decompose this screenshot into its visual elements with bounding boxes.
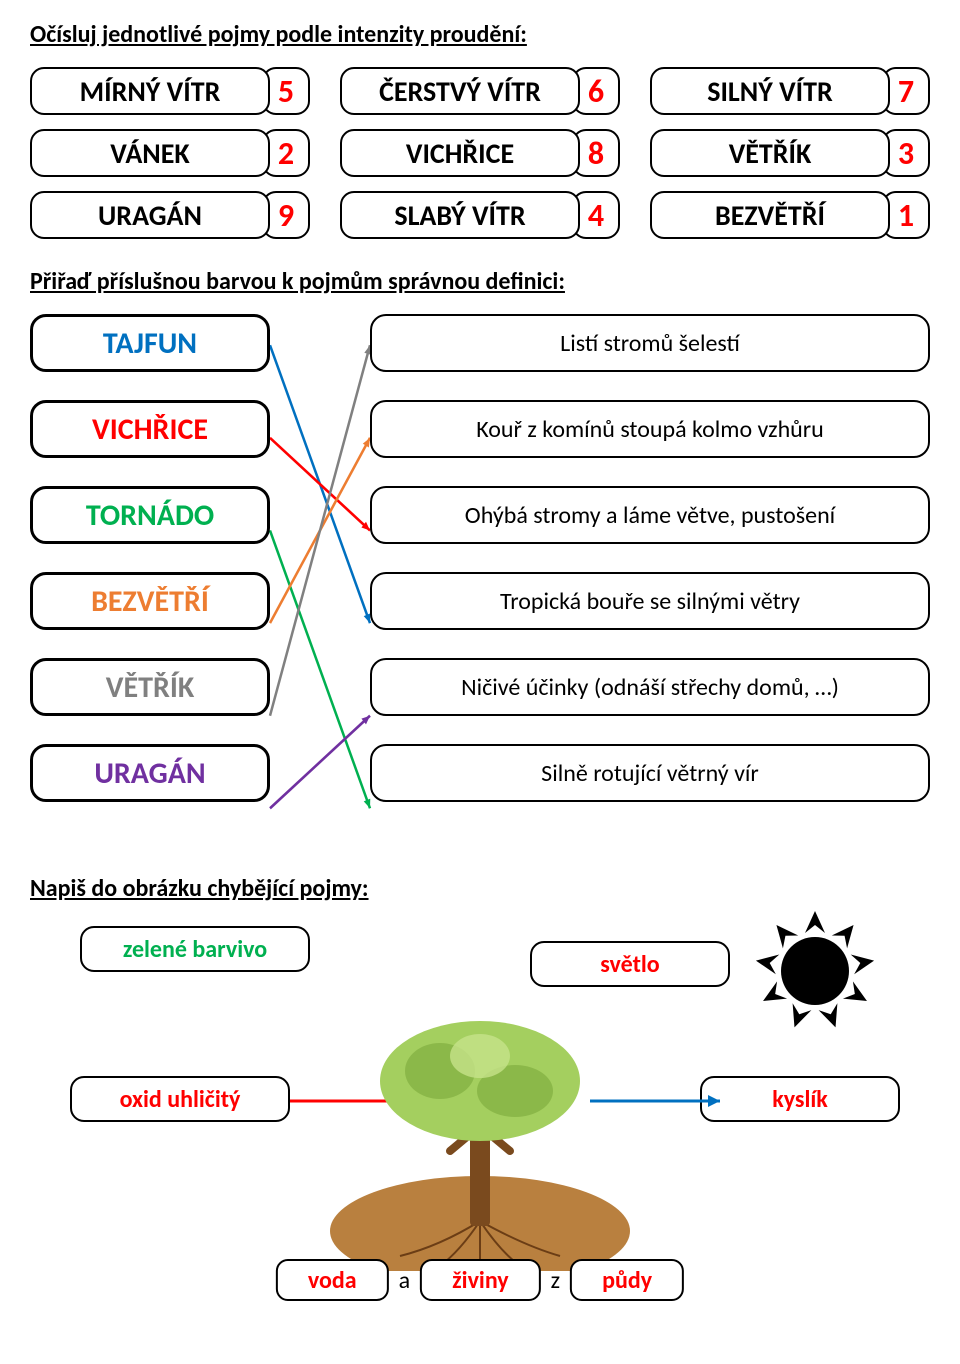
answer-text: živiny <box>452 1266 509 1295</box>
term: VĚTŘÍK <box>650 129 890 177</box>
numbering-grid: MÍRNÝ VÍTR 5 ČERSTVÝ VÍTR 6 SILNÝ VÍTR 7… <box>30 67 930 239</box>
pair-1-0: VÁNEK 2 <box>30 129 310 177</box>
term: SLABÝ VÍTR <box>340 191 580 239</box>
left-term-2: TORNÁDO <box>30 486 270 544</box>
right-def-4: Ničivé účinky (odnáší střechy domů, …) <box>370 658 930 716</box>
matching-area: TAJFUN VICHŘICE TORNÁDO BEZVĚTŘÍ VĚTŘÍK … <box>30 314 930 874</box>
answer-text: zelené barvivo <box>123 935 267 964</box>
row-1: VÁNEK 2 VICHŘICE 8 VĚTŘÍK 3 <box>30 129 930 177</box>
right-def-0: Listí stromů šelestí <box>370 314 930 372</box>
pair-2-0: URAGÁN 9 <box>30 191 310 239</box>
heading-matching: Přiřaď příslušnou barvou k pojmům správn… <box>30 267 930 296</box>
heading-diagram: Napiš do obrázku chybějící pojmy: <box>30 874 930 903</box>
answer-voda: voda <box>276 1259 389 1301</box>
right-def-1: Kouř z komínů stoupá kolmo vzhůru <box>370 400 930 458</box>
pair-1-1: VICHŘICE 8 <box>340 129 620 177</box>
pair-2-1: SLABÝ VÍTR 4 <box>340 191 620 239</box>
left-term-0: TAJFUN <box>30 314 270 372</box>
answer-svetlo: světlo <box>530 941 730 987</box>
answer-text: světlo <box>600 950 659 979</box>
bottom-answer-row: voda a živiny z půdy <box>276 1259 684 1301</box>
term: BEZVĚTŘÍ <box>650 191 890 239</box>
left-term-1: VICHŘICE <box>30 400 270 458</box>
answer-text: voda <box>308 1266 357 1295</box>
term: ČERSTVÝ VÍTR <box>340 67 580 115</box>
left-term-4: VĚTŘÍK <box>30 658 270 716</box>
answer-zelene-barvivo: zelené barvivo <box>80 926 310 972</box>
answer-kyslik: kyslík <box>700 1076 900 1122</box>
sun-icon <box>755 911 875 1031</box>
pair-0-0: MÍRNÝ VÍTR 5 <box>30 67 310 115</box>
right-column: Listí stromů šelestí Kouř z komínů stoup… <box>370 314 930 802</box>
photosynthesis-diagram: zelené barvivo světlo oxid uhličitý kysl… <box>30 921 930 1301</box>
left-column: TAJFUN VICHŘICE TORNÁDO BEZVĚTŘÍ VĚTŘÍK … <box>30 314 270 802</box>
term: URAGÁN <box>30 191 270 239</box>
heading-numbering: Očísluj jednotlivé pojmy podle intenzity… <box>30 20 930 49</box>
row-0: MÍRNÝ VÍTR 5 ČERSTVÝ VÍTR 6 SILNÝ VÍTR 7 <box>30 67 930 115</box>
term: MÍRNÝ VÍTR <box>30 67 270 115</box>
answer-text: půdy <box>602 1266 652 1295</box>
tree-icon <box>330 1011 630 1271</box>
connector-a: a <box>399 1266 411 1295</box>
pair-2-2: BEZVĚTŘÍ 1 <box>650 191 930 239</box>
right-def-2: Ohýbá stromy a láme větve, pustošení <box>370 486 930 544</box>
term: SILNÝ VÍTR <box>650 67 890 115</box>
row-2: URAGÁN 9 SLABÝ VÍTR 4 BEZVĚTŘÍ 1 <box>30 191 930 239</box>
connector-z: z <box>551 1266 560 1295</box>
right-def-5: Silně rotující větrný vír <box>370 744 930 802</box>
term: VÁNEK <box>30 129 270 177</box>
right-def-3: Tropická bouře se silnými větry <box>370 572 930 630</box>
left-term-3: BEZVĚTŘÍ <box>30 572 270 630</box>
answer-text: oxid uhličitý <box>120 1085 241 1114</box>
left-term-5: URAGÁN <box>30 744 270 802</box>
pair-0-1: ČERSTVÝ VÍTR 6 <box>340 67 620 115</box>
answer-pudy: půdy <box>570 1259 684 1301</box>
pair-0-2: SILNÝ VÍTR 7 <box>650 67 930 115</box>
answer-text: kyslík <box>772 1085 828 1114</box>
answer-oxid: oxid uhličitý <box>70 1076 290 1122</box>
pair-1-2: VĚTŘÍK 3 <box>650 129 930 177</box>
term: VICHŘICE <box>340 129 580 177</box>
answer-ziviny: živiny <box>420 1259 541 1301</box>
